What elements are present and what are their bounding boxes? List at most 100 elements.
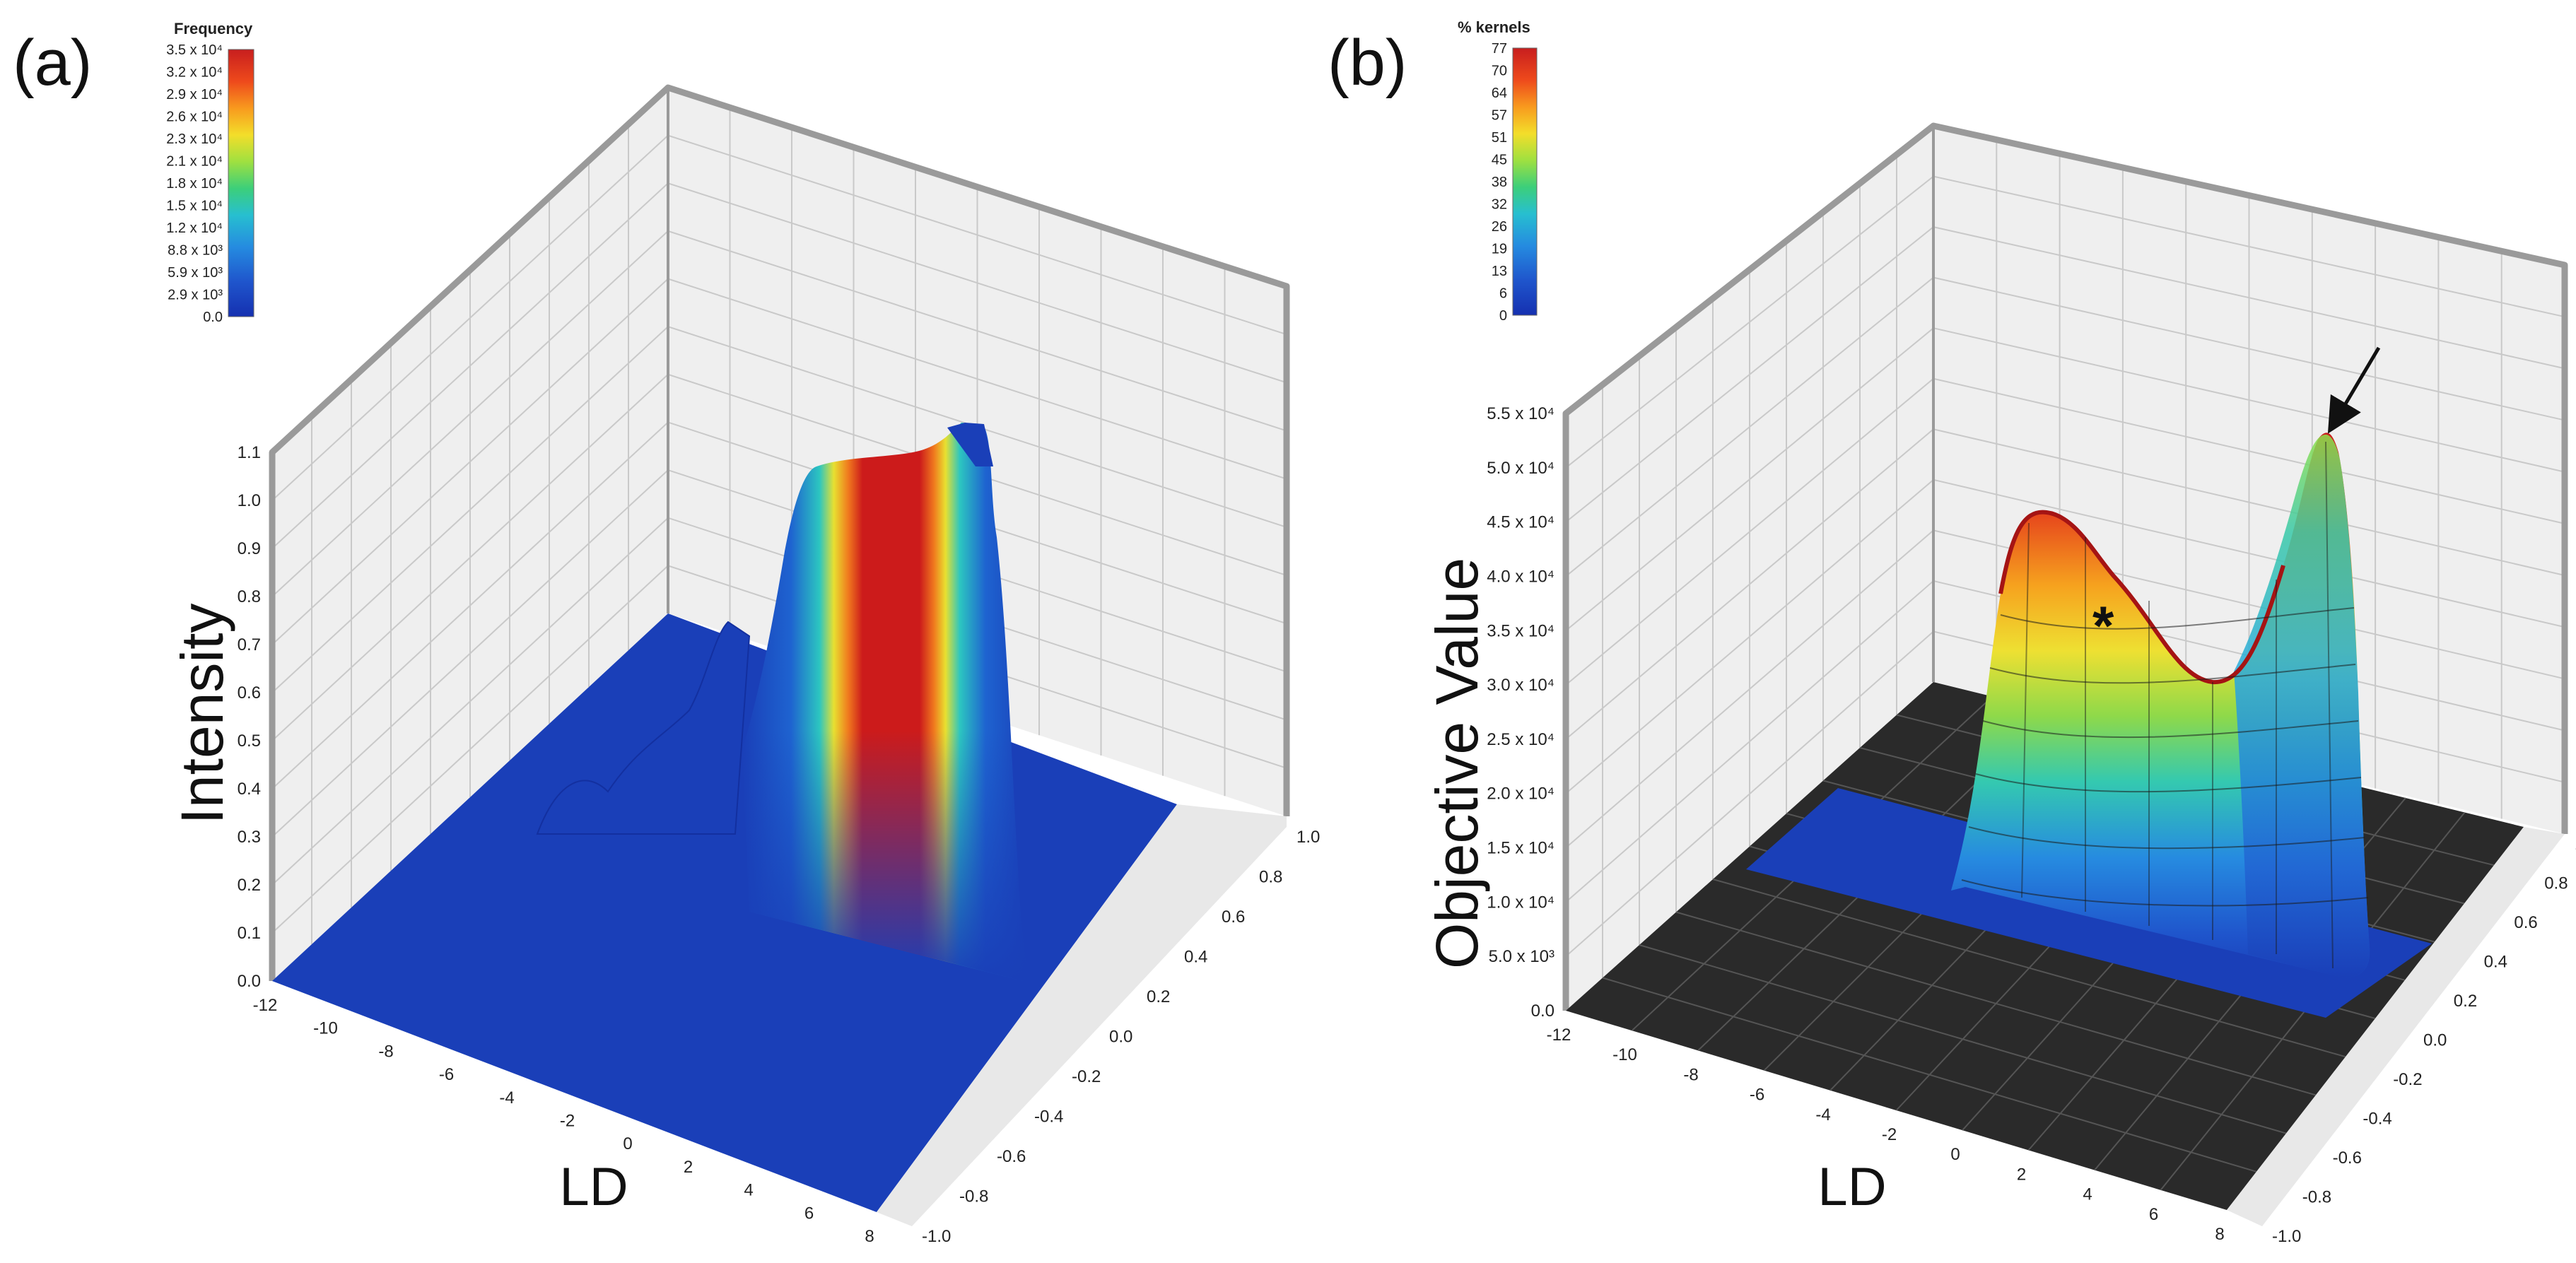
- panel-b-floor-edge: [2227, 827, 2565, 1226]
- x-tick-label: -8: [1683, 1065, 1698, 1084]
- z-tick-label: 3.0 x 10⁴: [1487, 676, 1555, 695]
- surface-mesh-line: [1982, 720, 2359, 739]
- x-tick-label: -12: [1547, 1026, 1571, 1045]
- z-tick-label: 0.1: [238, 924, 261, 943]
- panel-b-star-annotation: *: [2092, 594, 2114, 657]
- x-tick-label: -2: [560, 1112, 575, 1131]
- surface-mesh-line: [1968, 826, 2365, 850]
- z-tick-label: 1.5 x 10⁴: [1487, 839, 1555, 858]
- panel-b-z-ticks: 0.0 5.0 x 10³ 1.0 x 10⁴ 1.5 x 10⁴ 2.0 x 10⁴ 2…: [1487, 404, 1555, 1021]
- y-tick-label: 0.6: [2514, 913, 2537, 932]
- colorbar-a-title: Frequency: [174, 20, 253, 37]
- y-tick-label: -0.8: [2302, 1188, 2331, 1207]
- colorbar-tick-label: 32: [1492, 197, 1507, 213]
- z-tick-label: 4.0 x 10⁴: [1487, 567, 1555, 586]
- colorbar-tick-label: 2.1 x 10⁴: [166, 154, 223, 170]
- panel-a-z-title: Intensity: [169, 604, 235, 825]
- colorbar-b: [1512, 47, 1538, 316]
- surface-mesh-line: [1989, 664, 2356, 684]
- z-tick-label: 0.2: [238, 876, 261, 895]
- z-tick-label: 0.0: [238, 972, 261, 991]
- panel-a-x-ticks: -12 -10 -8 -6 -4 -2 0 2 4 6 8: [253, 996, 874, 1246]
- colorbar-tick-label: 3.5 x 10⁴: [166, 42, 223, 58]
- x-tick-label: 4: [744, 1181, 753, 1200]
- colorbar-tick-label: 70: [1492, 64, 1507, 79]
- panel-b-x-title: LD: [1817, 1157, 1886, 1217]
- x-tick-label: -6: [439, 1065, 454, 1084]
- panel-a-x-title: LD: [559, 1157, 628, 1217]
- y-tick-label: 0.8: [2544, 874, 2568, 893]
- colorbar-tick-label: 51: [1492, 130, 1507, 146]
- y-tick-label: -0.2: [2393, 1070, 2422, 1089]
- z-tick-label: 3.5 x 10⁴: [1487, 621, 1555, 640]
- z-tick-label: 1.0: [238, 491, 261, 510]
- colorbar-b-title: % kernels: [1458, 18, 1530, 36]
- z-tick-label: 5.0 x 10⁴: [1487, 459, 1555, 478]
- colorbar-tick-label: 64: [1492, 86, 1507, 101]
- panel-b-right-peak: [2234, 434, 2370, 977]
- panel-a-letter: (a): [13, 27, 92, 99]
- y-tick-label: -0.4: [1034, 1108, 1063, 1127]
- y-tick-label: -1.0: [2272, 1227, 2301, 1246]
- y-tick-label: -0.6: [2333, 1149, 2362, 1168]
- colorbar-b-ticks: 77 70 64 57 51 45 38 32 26 19 13 6 0: [1492, 41, 1507, 324]
- x-tick-label: -2: [1882, 1125, 1897, 1144]
- panel-a-ridge-shade: [742, 423, 1029, 982]
- z-tick-label: 2.5 x 10⁴: [1487, 730, 1555, 749]
- y-tick-label: -1.0: [922, 1227, 951, 1246]
- panel-b: (b) * % kernels 777064575145383226191360…: [1328, 18, 2576, 1246]
- x-tick-label: 6: [804, 1204, 814, 1223]
- colorbar-a: [228, 49, 254, 317]
- y-tick-label: 0.0: [1109, 1028, 1132, 1047]
- panel-a-ridge-cap: [947, 423, 993, 466]
- colorbar-tick-label: 2.9 x 10⁴: [166, 87, 223, 102]
- panel-b-letter: (b): [1328, 27, 1407, 99]
- z-tick-label: 0.5: [238, 732, 261, 751]
- panel-b-y-ticks: -1.0 -0.8 -0.6 -0.4 -0.2 0.0 0.2 0.4 0.6 0.8 1.0: [2272, 835, 2576, 1246]
- z-tick-label: 5.0 x 10³: [1489, 947, 1555, 966]
- y-tick-label: 0.6: [1222, 907, 1245, 927]
- y-tick-label: 0.2: [1147, 987, 1170, 1006]
- colorbar-tick-label: 19: [1492, 242, 1507, 257]
- surface-mesh-line: [1961, 879, 2369, 907]
- panel-b-ridge-line: [1998, 510, 2285, 685]
- z-tick-label: 5.5 x 10⁴: [1487, 404, 1555, 423]
- colorbar-tick-label: 45: [1492, 153, 1507, 168]
- colorbar-tick-label: 1.5 x 10⁴: [166, 199, 223, 214]
- x-tick-label: 0: [623, 1134, 632, 1153]
- panel-a-floor-edge: [877, 804, 1287, 1226]
- panel-a-y-ticks: -1.0 -0.8 -0.6 -0.4 -0.2 0.0 0.2 0.4 0.6 0.8 1.0: [922, 828, 1320, 1246]
- y-tick-label: -0.2: [1072, 1067, 1101, 1086]
- colorbar-tick-label: 0: [1499, 308, 1507, 324]
- z-tick-label: 0.3: [238, 828, 261, 847]
- y-tick-label: 1.0: [1296, 828, 1320, 847]
- x-tick-label: 0: [1950, 1145, 1960, 1164]
- y-tick-label: 0.2: [2454, 992, 2477, 1011]
- y-tick-label: -0.4: [2363, 1110, 2391, 1129]
- colorbar-a-ticks: 3.5 x 10⁴ 3.2 x 10⁴ 2.9 x 10⁴ 2.6 x 10⁴ 2.3 …: [166, 42, 223, 325]
- colorbar-tick-label: 2.9 x 10³: [168, 288, 223, 303]
- panel-b-mesh: [1961, 441, 2369, 969]
- colorbar-tick-label: 38: [1492, 175, 1507, 190]
- colorbar-tick-label: 6: [1499, 286, 1507, 302]
- x-tick-label: 6: [2149, 1205, 2158, 1224]
- z-tick-label: 0.8: [238, 587, 261, 606]
- surface-mesh-line: [2021, 522, 2030, 898]
- x-tick-label: 8: [865, 1227, 874, 1246]
- z-tick-label: 0.4: [238, 780, 261, 799]
- surface-mesh-line: [2325, 441, 2334, 969]
- colorbar-tick-label: 77: [1492, 41, 1507, 57]
- y-tick-label: 0.4: [1184, 948, 1207, 967]
- y-tick-label: 0.8: [1259, 868, 1282, 887]
- surface-mesh-line: [2000, 607, 2355, 630]
- x-tick-label: 4: [2083, 1185, 2092, 1204]
- colorbar-tick-label: 3.2 x 10⁴: [166, 65, 223, 81]
- z-tick-label: 0.9: [238, 539, 261, 558]
- x-tick-label: -8: [378, 1042, 393, 1061]
- x-tick-label: -4: [499, 1088, 514, 1108]
- x-tick-label: 2: [684, 1158, 693, 1177]
- panel-b-arrow-annotation: [2327, 346, 2381, 434]
- colorbar-tick-label: 2.3 x 10⁴: [166, 131, 223, 147]
- panel-a-small-bumps: [536, 621, 751, 835]
